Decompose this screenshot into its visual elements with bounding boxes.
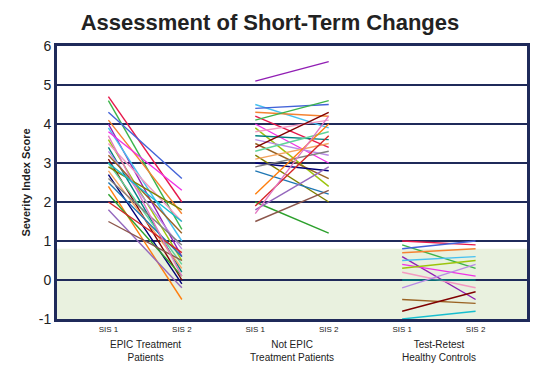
- svg-text:6: 6: [43, 38, 51, 54]
- svg-text:4: 4: [43, 116, 51, 132]
- svg-text:SIS 2: SIS 2: [466, 325, 486, 334]
- svg-text:SIS 2: SIS 2: [172, 325, 192, 334]
- svg-text:Severity Index Score: Severity Index Score: [20, 128, 32, 236]
- svg-text:1: 1: [43, 233, 51, 249]
- svg-text:SIS 1: SIS 1: [392, 325, 412, 334]
- svg-text:Test-RetestHealthy Controls: Test-RetestHealthy Controls: [402, 339, 476, 363]
- svg-text:0: 0: [43, 272, 51, 288]
- svg-text:-1: -1: [39, 311, 52, 327]
- svg-text:Not EPICTreatment Patients: Not EPICTreatment Patients: [250, 339, 334, 363]
- svg-text:SIS 1: SIS 1: [245, 325, 265, 334]
- svg-text:2: 2: [43, 194, 51, 210]
- svg-text:SIS 1: SIS 1: [99, 325, 119, 334]
- svg-text:EPIC TreatmentPatients: EPIC TreatmentPatients: [110, 339, 181, 363]
- svg-text:5: 5: [43, 77, 51, 93]
- svg-text:3: 3: [43, 155, 51, 171]
- svg-text:SIS 2: SIS 2: [319, 325, 339, 334]
- svg-text:Assessment of Short-Term Chang: Assessment of Short-Term Changes: [81, 10, 460, 35]
